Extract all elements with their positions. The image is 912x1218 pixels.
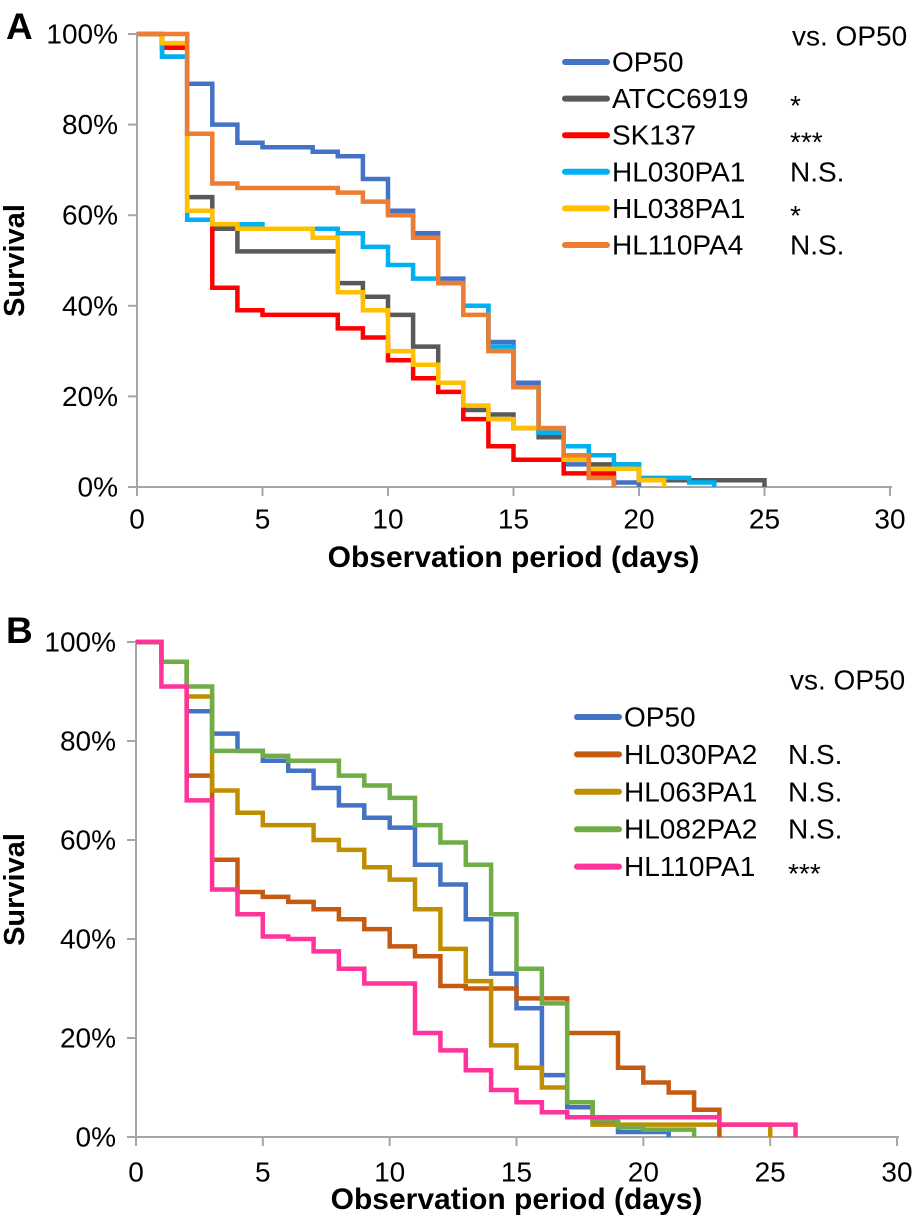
x-tick-label: 25 [749, 504, 780, 535]
legend-label-HL063PA1: HL063PA1 [624, 776, 757, 807]
y-tick-label: 40% [62, 290, 118, 321]
series-curve-HL082PA2 [136, 639, 697, 1137]
y-tick-label: 80% [62, 109, 118, 140]
x-tick-label: 5 [255, 504, 271, 535]
x-tick-label: 25 [755, 1157, 786, 1188]
legend-significance-ATCC6919: * [790, 90, 801, 121]
x-tick-label: 20 [628, 1157, 659, 1188]
legend-significance-HL063PA1: N.S. [788, 776, 842, 807]
y-tick-label: 100% [44, 627, 116, 658]
x-tick-label: 30 [881, 1157, 912, 1188]
legend-significance-HL030PA1: N.S. [790, 156, 844, 187]
y-tick-label: 40% [60, 924, 116, 955]
legend-label-ATCC6919: ATCC6919 [612, 83, 748, 114]
legend-significance-SK137: *** [790, 127, 823, 158]
panel-a-label: A [6, 6, 33, 47]
x-tick-label: 15 [498, 504, 529, 535]
series-curve-HL110PA4 [137, 31, 617, 487]
legend-significance-HL038PA1: * [790, 200, 801, 231]
legend-label-HL038PA1: HL038PA1 [612, 193, 745, 224]
legend-label-HL030PA2: HL030PA2 [624, 739, 757, 770]
legend-significance-HL082PA2: N.S. [788, 814, 842, 845]
series-curve-HL110PA1 [136, 639, 798, 1137]
x-tick-label: 0 [129, 504, 145, 535]
x-tick-label: 20 [623, 504, 654, 535]
series-curve-HL038PA1 [137, 31, 667, 487]
y-tick-label: 80% [60, 726, 116, 757]
y-tick-label: 0% [76, 1122, 116, 1153]
series-curve-HL063PA1 [136, 639, 773, 1137]
panel-b-label: B [6, 610, 33, 651]
legend-header-vs-op50: vs. OP50 [792, 21, 907, 52]
y-tick-label: 20% [60, 1023, 116, 1054]
x-tick-label: 10 [374, 1157, 405, 1188]
x-tick-label: 0 [128, 1157, 144, 1188]
x-tick-label: 15 [501, 1157, 532, 1188]
y-tick-label: 60% [60, 825, 116, 856]
x-axis-title: Observation period (days) [328, 541, 700, 574]
legend-label-HL030PA1: HL030PA1 [612, 156, 745, 187]
y-tick-label: 0% [78, 472, 118, 503]
legend-label-HL082PA2: HL082PA2 [624, 814, 757, 845]
series-curve-SK137 [137, 31, 617, 487]
legend-significance-HL110PA4: N.S. [790, 230, 844, 261]
series-curve-HL030PA2 [136, 639, 722, 1137]
legend-label-OP50: OP50 [612, 47, 684, 78]
legend-label-OP50: OP50 [624, 702, 696, 733]
x-tick-label: 30 [874, 504, 905, 535]
x-axis-title: Observation period (days) [331, 1183, 703, 1216]
y-tick-label: 100% [46, 19, 118, 50]
legend-label-HL110PA1: HL110PA1 [624, 851, 755, 882]
y-tick-label: 20% [62, 381, 118, 412]
y-axis-title: Survival [0, 204, 31, 317]
legend-header-vs-op50: vs. OP50 [790, 665, 905, 696]
legend-label-SK137: SK137 [612, 120, 696, 151]
x-tick-label: 10 [372, 504, 403, 535]
legend-significance-HL110PA1: *** [788, 858, 821, 889]
y-tick-label: 60% [62, 200, 118, 231]
x-tick-label: 5 [255, 1157, 271, 1188]
y-axis-title: Survival [0, 833, 31, 946]
legend-significance-HL030PA2: N.S. [788, 739, 842, 770]
legend-label-HL110PA4: HL110PA4 [612, 230, 743, 261]
